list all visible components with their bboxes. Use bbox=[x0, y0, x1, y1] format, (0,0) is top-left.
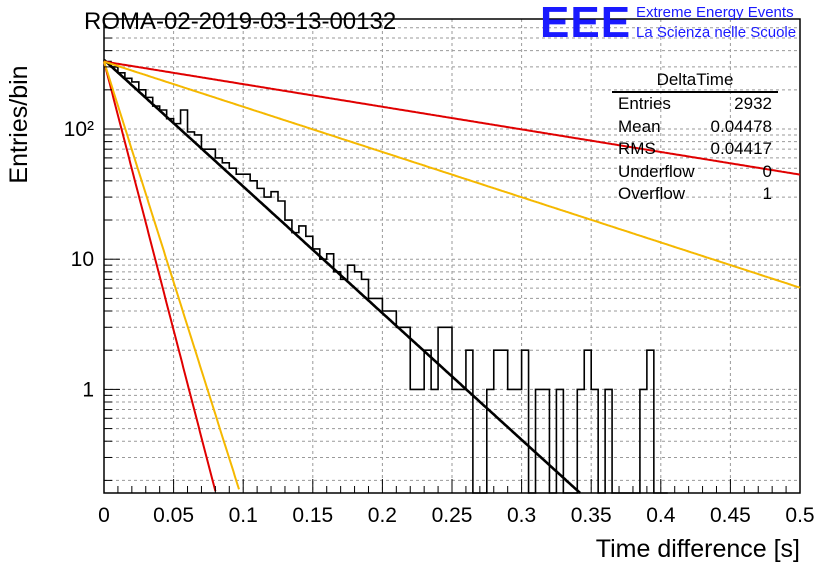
curves bbox=[103, 58, 801, 494]
stats-value: 1 bbox=[762, 184, 772, 203]
stats-value: 0.04417 bbox=[710, 139, 772, 158]
y-axis-label: Entries/bin bbox=[5, 65, 33, 184]
x-tick-label: 0.5 bbox=[785, 504, 814, 527]
stats-row-underflow: Underflow 0 bbox=[612, 161, 778, 184]
stats-title: DeltaTime bbox=[612, 70, 778, 93]
stats-value: 2932 bbox=[734, 94, 772, 113]
x-tick-label: 0.45 bbox=[710, 504, 751, 527]
x-tick-label: 0.2 bbox=[368, 504, 397, 527]
stats-row-rms: RMS 0.04417 bbox=[612, 138, 778, 161]
stats-value: 0 bbox=[762, 161, 772, 181]
reference-curve bbox=[103, 60, 801, 289]
fit-curve bbox=[103, 58, 581, 494]
x-tick-label: 0.4 bbox=[646, 504, 676, 527]
x-tick-label: 0.25 bbox=[432, 504, 473, 527]
stats-label: Entries bbox=[618, 94, 671, 113]
x-tick-label: 0.35 bbox=[571, 504, 612, 527]
y-tick-label: 10² bbox=[64, 118, 94, 141]
chart-title: ROMA-02-2019-03-13-00132 bbox=[84, 8, 397, 35]
x-tick-label: 0.15 bbox=[292, 504, 333, 527]
reference-curve bbox=[103, 61, 240, 490]
stats-label: Underflow bbox=[618, 161, 695, 181]
x-tick-labels: 0 0.05 0.1 0.15 0.2 0.25 0.3 0.35 0.4 0.45 0.5 bbox=[98, 504, 814, 527]
stats-label: Mean bbox=[618, 116, 661, 136]
eee-tagline-line1: Extreme Energy Events bbox=[636, 4, 794, 21]
stats-row-overflow: Overflow 1 bbox=[612, 183, 778, 206]
stats-row-entries: Entries 2932 bbox=[612, 93, 778, 116]
stats-value: 0.04478 bbox=[710, 116, 772, 136]
stats-label: RMS bbox=[618, 139, 656, 158]
eee-logo: EEE bbox=[540, 0, 632, 47]
stats-row-mean: Mean 0.04478 bbox=[612, 116, 778, 139]
x-axis-label: Time difference [s] bbox=[595, 535, 800, 563]
x-tick-label: 0 bbox=[98, 504, 110, 527]
eee-tagline-line2: La Scienza nelle Scuole bbox=[636, 24, 797, 41]
x-tick-label: 0.3 bbox=[507, 504, 536, 527]
y-tick-label: 1 bbox=[82, 378, 94, 401]
y-tick-labels: 1 10 10² bbox=[64, 118, 94, 401]
axis-ticks bbox=[103, 18, 801, 493]
stats-box: DeltaTime Entries 2932 Mean 0.04478 RMS 0.0… bbox=[612, 70, 778, 206]
reference-curve bbox=[103, 60, 801, 176]
y-tick-label: 10 bbox=[71, 248, 94, 271]
x-tick-label: 0.05 bbox=[153, 504, 194, 527]
x-tick-label: 0.1 bbox=[229, 504, 258, 527]
eee-tagline: Extreme Energy Events La Scienza nelle S… bbox=[636, 3, 796, 43]
reference-curve bbox=[103, 61, 217, 492]
stats-label: Overflow bbox=[618, 184, 686, 203]
